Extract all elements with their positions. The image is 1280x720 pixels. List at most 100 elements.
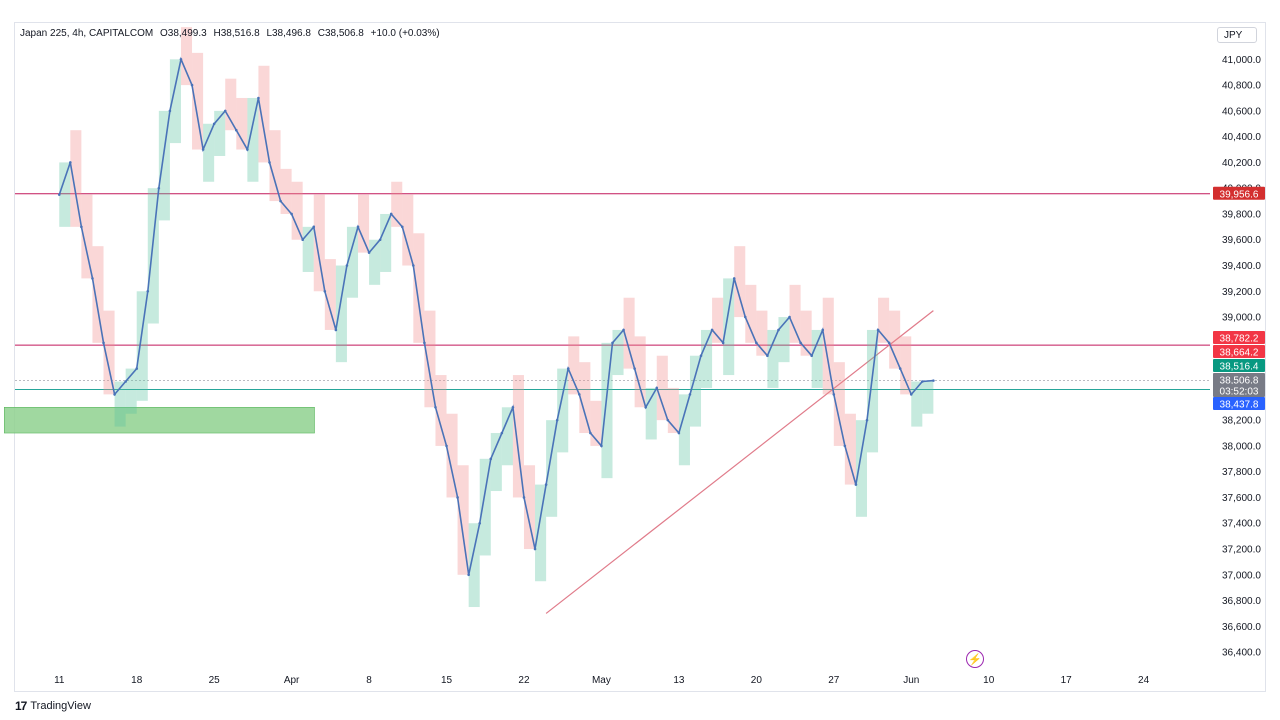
x-tick-label: 10 xyxy=(983,675,995,686)
y-tick-label: 40,600.0 xyxy=(1222,106,1261,117)
trend-band-segment xyxy=(468,523,480,608)
trend-band-segment xyxy=(712,297,724,343)
trend-band-segment xyxy=(623,297,635,369)
trend-band-segment xyxy=(844,413,856,485)
y-tick-label: 38,200.0 xyxy=(1222,416,1261,427)
price-point xyxy=(511,405,515,409)
price-point xyxy=(478,521,482,525)
price-label: 38,782.2 xyxy=(1220,334,1259,345)
trend-band-segment xyxy=(789,284,801,343)
ohlc-close: C38,506.8 xyxy=(317,28,364,39)
price-point xyxy=(710,328,714,332)
tradingview-logo[interactable]: 17 TradingView xyxy=(15,699,91,713)
trend-band-segment xyxy=(302,226,314,272)
trend-band-segment xyxy=(169,59,181,144)
x-tick-label: 24 xyxy=(1138,675,1150,686)
price-point xyxy=(356,225,360,229)
trendline xyxy=(545,310,934,614)
y-tick-label: 39,200.0 xyxy=(1222,287,1261,298)
ohlc-high: H38,516.8 xyxy=(213,28,260,39)
trend-band-segment xyxy=(346,226,359,298)
price-point xyxy=(755,341,758,345)
trend-band-segment xyxy=(225,78,237,131)
trend-band-segment xyxy=(501,407,513,466)
trend-band-segment xyxy=(800,310,812,356)
y-tick-label: 40,800.0 xyxy=(1222,81,1261,92)
price-point xyxy=(378,238,382,242)
price-point xyxy=(423,341,426,345)
price-point xyxy=(600,444,603,448)
trend-band-segment xyxy=(70,130,82,227)
price-point xyxy=(467,573,470,577)
price-point xyxy=(124,380,127,383)
trend-band-segment xyxy=(479,458,491,556)
price-point xyxy=(655,386,659,390)
price-point xyxy=(699,354,703,358)
price-point xyxy=(578,393,581,396)
trend-band-segment xyxy=(402,194,414,266)
trend-band-segment xyxy=(878,297,890,343)
price-point xyxy=(268,161,271,164)
price-label: 38,437.8 xyxy=(1220,400,1259,411)
x-tick-label: 11 xyxy=(54,675,65,686)
price-point xyxy=(500,431,504,435)
price-label-bg xyxy=(1213,331,1265,344)
price-label-bg xyxy=(1213,186,1265,200)
y-tick-label: 37,400.0 xyxy=(1222,519,1261,530)
price-label: 38,664.2 xyxy=(1220,348,1259,359)
price-point xyxy=(843,444,847,448)
price-point xyxy=(301,238,304,242)
trend-band-segment xyxy=(125,368,137,414)
price-point xyxy=(234,128,238,132)
price-point xyxy=(212,122,216,126)
trend-band-segment xyxy=(203,123,215,182)
trend-band-segment xyxy=(490,433,502,492)
trend-band-segment xyxy=(258,65,270,163)
price-point xyxy=(389,212,393,216)
currency-selector[interactable]: JPY xyxy=(1217,27,1257,43)
trend-band-segment xyxy=(523,465,536,550)
trend-band-segment xyxy=(180,27,193,86)
trend-band-segment xyxy=(358,194,370,253)
price-point xyxy=(732,277,736,280)
price-label-bg xyxy=(1213,345,1265,358)
x-tick-label: May xyxy=(592,675,611,686)
price-point xyxy=(334,328,338,332)
tradingview-mark-icon: 17 xyxy=(15,699,27,713)
price-label-bg xyxy=(1213,397,1265,410)
y-tick-label: 37,800.0 xyxy=(1222,467,1261,478)
trend-band-segment xyxy=(701,329,713,388)
y-tick-label: 40,400.0 xyxy=(1222,132,1261,143)
chart-frame xyxy=(14,22,1266,692)
trend-band-segment xyxy=(811,329,823,388)
trend-band-segment xyxy=(546,420,558,517)
y-tick-label: 36,400.0 xyxy=(1222,648,1261,659)
trend-band-segment xyxy=(601,342,613,479)
trend-band-segment xyxy=(612,329,624,376)
y-tick-label: 39,000.0 xyxy=(1222,313,1261,324)
flash-icon[interactable]: ⚡ xyxy=(966,650,984,668)
trend-band-segment xyxy=(192,52,204,150)
x-tick-label: 27 xyxy=(828,675,840,686)
price-point xyxy=(434,405,437,409)
trend-band-segment xyxy=(767,329,779,388)
price-point xyxy=(201,148,205,151)
price-point xyxy=(456,496,459,499)
price-point xyxy=(589,431,592,435)
price-point xyxy=(721,341,725,345)
price-point xyxy=(644,405,647,409)
y-tick-label: 37,600.0 xyxy=(1222,493,1261,504)
price-point xyxy=(80,225,83,229)
x-tick-label: Apr xyxy=(284,675,300,686)
trend-band-segment xyxy=(413,233,425,343)
price-label-bg xyxy=(1213,359,1265,372)
y-tick-label: 37,200.0 xyxy=(1222,545,1261,556)
price-point xyxy=(555,418,559,422)
x-tick-label: 13 xyxy=(673,675,685,686)
trend-band-segment xyxy=(236,97,248,150)
price-point xyxy=(677,431,681,435)
price-point xyxy=(921,380,924,383)
price-point xyxy=(91,277,94,280)
price-chart[interactable]: 41,000.0 40,800.0 40,600.0 40,400.0 40,200.0… xyxy=(0,0,1280,700)
